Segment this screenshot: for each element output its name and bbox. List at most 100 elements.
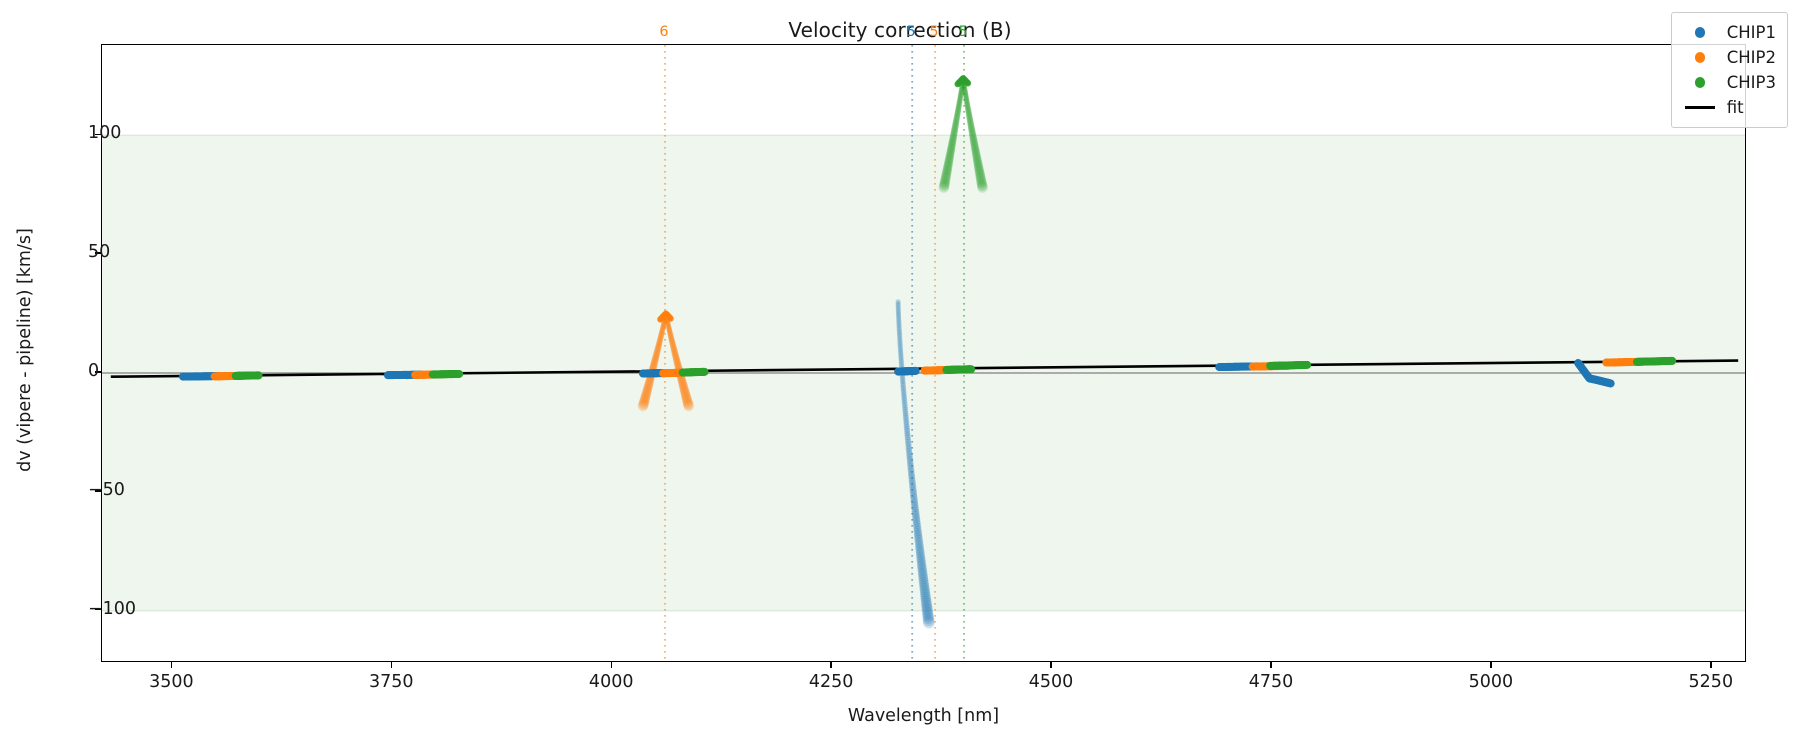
faded-peak-point — [668, 334, 674, 341]
faded-peak-point — [938, 180, 950, 192]
x-tick-label: 4500 — [1028, 672, 1074, 692]
faded-trail-point — [898, 361, 905, 367]
faded-peak-point — [974, 164, 984, 175]
y-tick-mark — [95, 490, 101, 492]
legend-item-chip1[interactable]: CHIP1 — [1681, 20, 1776, 45]
faded-peak-point — [970, 138, 978, 147]
faded-trail-point — [895, 312, 902, 318]
faded-peak-point — [962, 89, 968, 96]
faded-trail-point — [919, 583, 930, 594]
faded-peak-point — [965, 111, 973, 118]
faded-trail-point — [912, 513, 921, 521]
faded-peak-point — [962, 85, 968, 91]
faded-peak-point — [666, 325, 672, 332]
faded-trail-point — [915, 544, 925, 554]
faded-peak-point — [962, 90, 969, 97]
faded-trail-point — [920, 595, 932, 607]
faded-trail-point — [897, 348, 904, 354]
faded-trail-point — [895, 299, 901, 305]
faded-trail-point — [913, 530, 923, 539]
faded-peak-point — [953, 114, 960, 122]
faded-peak-point — [967, 122, 975, 130]
faded-peak-point — [957, 95, 963, 101]
faded-peak-point — [950, 129, 958, 137]
faded-peak-point — [653, 350, 661, 358]
faded-trail-point — [900, 385, 907, 391]
faded-peak-point — [965, 110, 972, 117]
faded-peak-point — [948, 139, 956, 148]
faded-trail-point — [900, 389, 907, 395]
data-point — [911, 366, 920, 375]
faded-peak-point — [671, 350, 679, 358]
legend-marker-fit — [1681, 106, 1719, 109]
faded-peak-point — [940, 172, 951, 183]
faded-trail-point — [897, 346, 904, 352]
faded-trail-point — [922, 614, 935, 627]
faded-trail-point — [905, 444, 912, 452]
faded-trail-point — [896, 320, 902, 326]
faded-peak-point — [680, 388, 691, 399]
faded-peak-point — [673, 358, 681, 367]
faded-trail-point — [908, 476, 916, 484]
faded-trail-point — [916, 557, 926, 567]
faded-peak-point — [671, 348, 678, 355]
x-tick-mark — [610, 662, 612, 668]
faded-peak-point — [671, 351, 679, 359]
faded-peak-point — [945, 152, 954, 162]
legend-item-fit[interactable]: fit — [1681, 95, 1776, 120]
faded-trail-point — [896, 324, 902, 331]
faded-peak-point — [968, 124, 975, 132]
faded-trail-point — [911, 504, 919, 513]
faded-peak-point — [964, 100, 971, 107]
faded-peak-point — [650, 359, 658, 368]
faded-trail-point — [903, 417, 910, 424]
faded-trail-point — [920, 591, 931, 603]
legend-marker-chip1 — [1681, 27, 1719, 38]
faded-peak-point — [939, 176, 951, 188]
faded-trail-point — [901, 400, 908, 406]
x-tick-mark — [1490, 662, 1492, 668]
faded-peak-point — [651, 357, 659, 365]
faded-peak-point — [660, 324, 666, 331]
faded-peak-point — [939, 179, 950, 190]
faded-peak-point — [672, 352, 680, 360]
faded-trail-point — [901, 393, 907, 400]
faded-trail-point — [907, 466, 915, 474]
x-tick-mark — [390, 662, 392, 668]
faded-trail-point — [896, 314, 902, 320]
faded-peak-point — [645, 376, 655, 385]
faded-trail-point — [906, 459, 914, 467]
faded-trail-point — [900, 380, 906, 387]
faded-peak-point — [956, 99, 963, 106]
faded-peak-point — [668, 337, 675, 344]
faded-peak-point — [679, 385, 689, 395]
faded-peak-point — [943, 162, 953, 172]
faded-peak-point — [975, 171, 986, 182]
y-tick-mark — [95, 252, 101, 254]
faded-peak-point — [674, 360, 682, 369]
faded-trail-point — [903, 421, 910, 428]
faded-trail-point — [896, 318, 902, 324]
x-tick-label: 4250 — [808, 672, 854, 692]
legend-item-chip2[interactable]: CHIP2 — [1681, 45, 1776, 70]
faded-trail-point — [896, 327, 902, 333]
faded-peak-point — [948, 138, 957, 147]
faded-peak-point — [952, 122, 959, 130]
x-tick-label: 3500 — [149, 672, 194, 692]
faded-peak-point — [975, 168, 985, 179]
y-tick-mark — [95, 609, 101, 611]
faded-peak-point — [967, 118, 974, 126]
faded-peak-point — [942, 164, 952, 175]
faded-peak-point — [955, 105, 962, 112]
faded-trail-point — [906, 453, 913, 461]
faded-trail-point — [918, 578, 929, 589]
legend-item-chip3[interactable]: CHIP3 — [1681, 70, 1776, 95]
faded-peak-point — [669, 340, 676, 347]
faded-trail-point — [919, 585, 930, 596]
faded-peak-point — [971, 143, 980, 152]
faded-peak-point — [965, 108, 972, 116]
faded-peak-point — [654, 347, 661, 354]
faded-peak-point — [963, 98, 970, 105]
faded-peak-point — [964, 99, 970, 106]
faded-trail-point — [917, 564, 927, 574]
